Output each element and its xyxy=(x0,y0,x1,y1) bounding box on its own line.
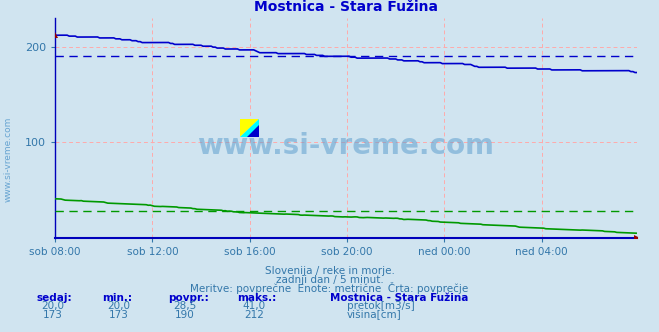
Polygon shape xyxy=(241,120,259,137)
Polygon shape xyxy=(241,120,259,137)
Text: 20,0: 20,0 xyxy=(42,301,64,311)
Text: sedaj:: sedaj: xyxy=(36,293,72,303)
Text: pretok[m3/s]: pretok[m3/s] xyxy=(347,301,415,311)
Text: 173: 173 xyxy=(109,310,129,320)
Text: 190: 190 xyxy=(175,310,194,320)
Text: maks.:: maks.: xyxy=(237,293,277,303)
Text: Mostnica - Stara Fužina: Mostnica - Stara Fužina xyxy=(330,293,468,303)
Text: višina[cm]: višina[cm] xyxy=(347,310,401,320)
Text: zadnji dan / 5 minut.: zadnji dan / 5 minut. xyxy=(275,275,384,285)
Text: www.si-vreme.com: www.si-vreme.com xyxy=(3,117,13,202)
Text: Meritve: povprečne  Enote: metrične  Črta: povprečje: Meritve: povprečne Enote: metrične Črta:… xyxy=(190,282,469,294)
Text: 212: 212 xyxy=(244,310,264,320)
Text: Slovenija / reke in morje.: Slovenija / reke in morje. xyxy=(264,266,395,276)
Text: povpr.:: povpr.: xyxy=(168,293,209,303)
Polygon shape xyxy=(247,125,259,137)
Text: 173: 173 xyxy=(43,310,63,320)
Text: 28,5: 28,5 xyxy=(173,301,196,311)
Text: www.si-vreme.com: www.si-vreme.com xyxy=(198,131,494,160)
Text: 20,0: 20,0 xyxy=(107,301,130,311)
Text: 41,0: 41,0 xyxy=(242,301,266,311)
Text: min.:: min.: xyxy=(102,293,132,303)
Title: Mostnica - Stara Fužina: Mostnica - Stara Fužina xyxy=(254,0,438,14)
